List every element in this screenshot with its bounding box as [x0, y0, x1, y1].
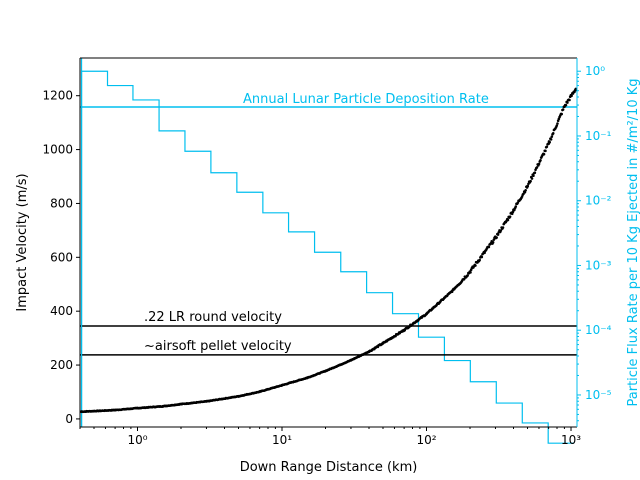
x-tick-label-3: 10³ — [561, 433, 581, 447]
scatter-point — [491, 241, 495, 244]
scatter-point — [501, 226, 505, 229]
x-tick-label-1: 10¹ — [272, 433, 292, 447]
scatter-point-1 — [92, 409, 96, 413]
scatter-point — [570, 94, 573, 98]
y-tick-label-5: 1000 — [42, 143, 73, 157]
scatter-point-7 — [237, 394, 240, 398]
scatter-point — [544, 149, 547, 153]
y2-tick-label-1: 10⁻⁴ — [585, 323, 612, 337]
scatter-point — [539, 159, 542, 162]
scatter-point-0 — [80, 410, 83, 414]
reference-line-label-1: ~airsoft pellet velocity — [144, 339, 292, 354]
scatter-point-6 — [205, 400, 208, 403]
y-tick-label-2: 400 — [50, 304, 73, 318]
reference-lines: .22 LR round velocity ~airsoft pellet vel… — [80, 58, 577, 427]
scatter-point — [568, 98, 571, 102]
scatter-point — [542, 152, 546, 156]
scatter-point-2 — [113, 408, 117, 412]
scatter-point-10 — [306, 376, 309, 380]
scatter-point-19 — [494, 236, 497, 240]
scatter-point-15 — [402, 328, 406, 332]
scatter-point — [556, 122, 559, 125]
scatter-point — [561, 108, 565, 111]
scatter-point-16 — [425, 312, 428, 316]
scatter-point — [551, 132, 555, 135]
reference-line-label-0: .22 LR round velocity — [144, 310, 282, 325]
velocity-scatter-series — [80, 87, 578, 414]
y-tick-label-4: 800 — [50, 196, 73, 210]
scatter-point — [506, 218, 510, 222]
scatter-point — [524, 189, 527, 192]
flux-step-series — [80, 70, 575, 444]
scatter-point — [492, 238, 496, 241]
y2-tick-label-5: 10⁰ — [585, 64, 605, 78]
scatter-point — [508, 215, 512, 218]
scatter-point-12 — [349, 358, 353, 362]
flux-step-line — [80, 70, 575, 444]
scatter-point — [529, 179, 532, 183]
scatter-point-17 — [450, 289, 454, 293]
x-axis-label: Down Range Distance (km) — [240, 460, 418, 475]
scatter-point — [545, 145, 549, 149]
scatter-point — [514, 205, 518, 208]
scatter-point-22 — [547, 142, 551, 146]
deposition-rate-label: Annual Lunar Particle Deposition Rate — [243, 92, 489, 107]
scatter-point-23 — [563, 105, 566, 108]
scatter-point — [560, 112, 564, 116]
scatter-point — [530, 177, 534, 180]
scatter-point — [550, 135, 554, 138]
scatter-point — [496, 233, 500, 236]
scatter-point — [566, 101, 569, 104]
scatter-point — [474, 264, 477, 267]
y-tick-label-1: 200 — [50, 358, 73, 372]
y-tick-label-6: 1200 — [42, 89, 73, 103]
scatter-point-11 — [324, 369, 327, 373]
scatter-point — [516, 201, 520, 204]
scatter-point-20 — [512, 208, 515, 212]
scatter-point-21 — [526, 184, 529, 188]
scatter-point-13 — [367, 350, 371, 353]
y2-tick-label-0: 10⁻⁵ — [585, 388, 612, 402]
y2-tick-label-3: 10⁻² — [585, 194, 612, 208]
scatter-point — [555, 124, 559, 127]
scatter-point — [487, 245, 491, 249]
scatter-point — [462, 277, 466, 281]
x-tick-label-0: 10⁰ — [127, 433, 147, 447]
scatter-point — [480, 255, 484, 259]
scatter-point-18 — [468, 270, 472, 273]
y-tick-label-3: 600 — [50, 250, 73, 264]
y2-tick-label-4: 10⁻¹ — [585, 129, 612, 143]
scatter-point — [478, 258, 481, 262]
scatter-point-9 — [280, 383, 284, 387]
x-tick-label-2: 10² — [416, 433, 436, 447]
y2-axis-label: Particle Flux Rate per 10 Kg Ejected in … — [626, 79, 640, 407]
scatter-point — [499, 229, 503, 232]
scatter-point — [535, 166, 539, 169]
scatter-point — [549, 138, 553, 141]
scatter-point — [537, 162, 541, 166]
y2-tick-label-2: 10⁻³ — [585, 258, 612, 272]
scatter-point-14 — [381, 341, 385, 345]
scatter-point — [466, 274, 469, 277]
scatter-point-5 — [179, 402, 183, 406]
axes: 10⁰ 10¹ 10² 10³ 0 200 400 600 800 1000 1200 10⁻⁵ 10⁻… — [42, 57, 612, 447]
scatter-point — [532, 174, 535, 178]
y-axis-label: Impact Velocity (m/s) — [15, 173, 30, 311]
y-tick-label-0: 0 — [65, 412, 73, 426]
scatter-point-8 — [258, 390, 262, 394]
scatter-point-4 — [161, 404, 165, 408]
scatter-point — [533, 171, 537, 175]
scatter-point-3 — [136, 406, 139, 410]
